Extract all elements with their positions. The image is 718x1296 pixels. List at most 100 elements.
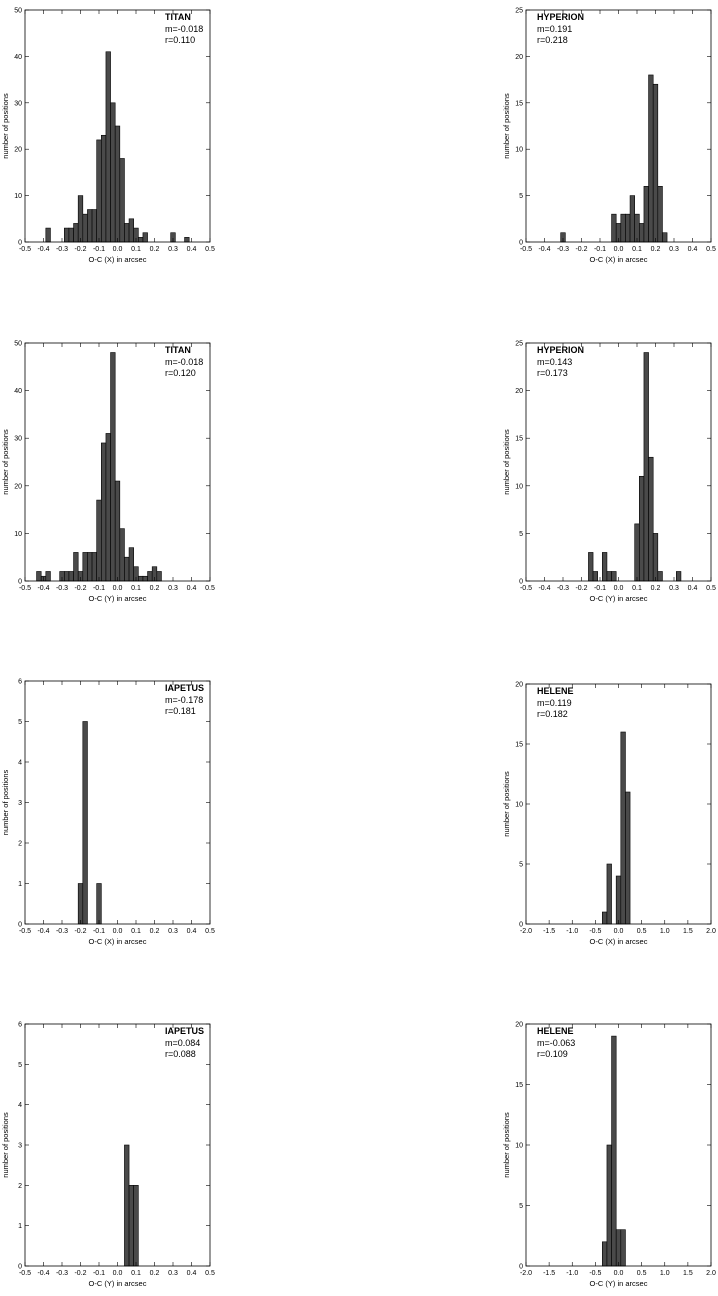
histogram-bar [68, 571, 74, 582]
x-tick-label: 0.2 [150, 585, 160, 592]
y-tick-label: 50 [14, 341, 22, 348]
mean-value: m=0.143 [537, 357, 572, 367]
histogram-bar [611, 571, 617, 582]
histogram-bar [101, 134, 107, 243]
x-tick-label: -0.3 [56, 246, 68, 253]
y-tick-label: 40 [14, 54, 22, 61]
x-tick-label: -0.1 [93, 1270, 105, 1277]
y-tick-label: 0 [519, 1264, 523, 1271]
x-tick-label: -0.5 [19, 1270, 31, 1277]
histogram-bar [611, 1035, 617, 1267]
x-tick-label: -1.0 [566, 1270, 578, 1277]
x-tick-label: -2.0 [520, 928, 532, 935]
y-tick-label: 10 [515, 147, 523, 154]
y-tick-label: 4 [18, 1102, 22, 1109]
x-tick-label: 0.0 [113, 1270, 123, 1277]
histogram-panel-6: -2.0 -1.5 -1.0 -0.5 0.0 0.5 1.0 1.5 2.0 0 5 10 15 20 O… [502, 682, 716, 947]
histogram-bar [64, 227, 70, 243]
x-tick-label: -0.3 [557, 246, 569, 253]
histogram-panel-2: -0.5 -0.4 -0.3 -0.2 -0.1 0.0 0.1 0.2 0.3 0.4 0.5 0 5… [502, 8, 716, 265]
histogram-bar [119, 528, 125, 582]
histogram-panel-8: -2.0 -1.5 -1.0 -0.5 0.0 0.5 1.0 1.5 2.0 0 5 10 15 20 O… [502, 1022, 716, 1289]
histogram-bar [91, 552, 97, 582]
histogram-bar [611, 213, 617, 243]
y-tick-label: 10 [515, 483, 523, 490]
x-tick-label: -0.4 [37, 928, 49, 935]
histogram-bar [142, 232, 148, 243]
y-tick-label: 10 [515, 802, 523, 809]
y-tick-label: 40 [14, 388, 22, 395]
rms-value: r=0.218 [537, 35, 568, 45]
y-tick-label: 1 [18, 1223, 22, 1230]
y-tick-label: 6 [18, 1022, 22, 1029]
y-tick-label: 20 [515, 54, 523, 61]
histogram-bar [77, 195, 84, 243]
x-tick-label: 0.5 [637, 928, 647, 935]
histogram-panel-7: -0.5 -0.4 -0.3 -0.2 -0.1 0.0 0.1 0.2 0.3 0.4 0.5 0 1… [1, 1022, 215, 1289]
x-tick-label: -0.2 [575, 585, 587, 592]
x-tick-label: 0.4 [187, 246, 197, 253]
x-tick-label: -0.2 [74, 928, 86, 935]
x-tick-label: -0.2 [74, 1270, 86, 1277]
x-tick-label: 1.0 [660, 1270, 670, 1277]
histogram-bar [634, 523, 640, 582]
histogram-bar [36, 571, 42, 582]
x-tick-label: 0.1 [632, 246, 642, 253]
y-tick-label: 25 [515, 341, 523, 348]
histogram-bar [96, 883, 102, 925]
x-tick-label: -0.1 [93, 585, 105, 592]
y-tick-label: 20 [14, 483, 22, 490]
histogram-bar [648, 456, 654, 582]
x-tick-label: 0.5 [205, 585, 215, 592]
x-tick-label: 0.4 [688, 585, 698, 592]
histogram-bar [648, 74, 654, 243]
x-tick-label: 0.3 [669, 246, 679, 253]
x-tick-label: 0.4 [187, 1270, 197, 1277]
y-tick-label: 10 [515, 1143, 523, 1150]
y-axis-label: number of positions [502, 429, 511, 495]
histogram-bar [588, 552, 594, 582]
histogram-bar [629, 195, 635, 243]
x-tick-label: 0.3 [168, 246, 178, 253]
histogram-panel-1: -0.5 -0.4 -0.3 -0.2 -0.1 0.0 0.1 0.2 0.3 0.4 0.5 0 1… [1, 8, 215, 265]
rms-value: r=0.173 [537, 368, 568, 378]
y-tick-label: 10 [14, 531, 22, 538]
y-tick-label: 4 [18, 760, 22, 767]
x-tick-label: -0.1 [594, 585, 606, 592]
plot-frame [24, 1023, 211, 1267]
y-tick-label: 15 [515, 1082, 523, 1089]
satellite-name: HELENE [537, 686, 574, 696]
x-tick-label: -0.2 [74, 246, 86, 253]
x-tick-label: -0.3 [56, 585, 68, 592]
histogram-bar [606, 1144, 612, 1267]
y-tick-label: 1 [18, 881, 22, 888]
histogram-bar [105, 433, 111, 582]
y-tick-label: 5 [18, 719, 22, 726]
histogram-panel-5: -0.5 -0.4 -0.3 -0.2 -0.1 0.0 0.1 0.2 0.3 0.4 0.5 0 1… [1, 679, 215, 947]
x-tick-label: -0.5 [19, 585, 31, 592]
mean-value: m=0.084 [165, 1038, 200, 1048]
mean-value: m=0.119 [537, 698, 572, 708]
mean-value: m=-0.018 [165, 24, 203, 34]
y-tick-label: 3 [18, 800, 22, 807]
x-tick-label: 0.4 [187, 928, 197, 935]
x-tick-label: 0.1 [131, 585, 141, 592]
histogram-bar [634, 213, 640, 243]
x-tick-label: 0.3 [168, 928, 178, 935]
histogram-bar [142, 575, 148, 582]
histogram-bar [606, 571, 612, 582]
histogram-bar [643, 186, 649, 243]
histogram-bar [620, 731, 626, 925]
histogram-bar [657, 571, 663, 582]
histogram-bar [73, 223, 79, 243]
y-tick-label: 5 [18, 1062, 22, 1069]
satellite-name: HYPERION [537, 345, 584, 355]
histogram-bar [657, 186, 663, 243]
histogram-bar [73, 552, 79, 582]
histogram-bar [625, 213, 631, 243]
x-tick-label: 0.0 [614, 585, 624, 592]
x-tick-label: 0.0 [113, 585, 123, 592]
x-axis-label: O-C (X) in arcsec [590, 937, 648, 946]
